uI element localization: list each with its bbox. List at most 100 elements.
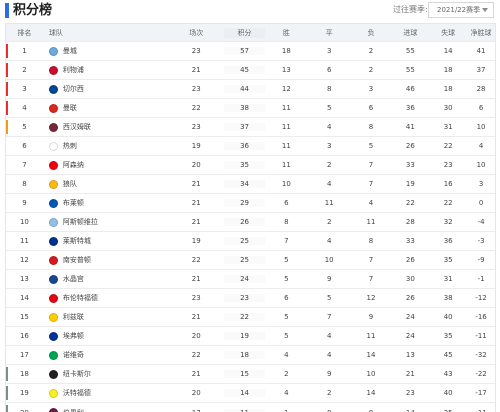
team-name: 沃特福德 <box>62 389 91 397</box>
cell-drawn: 2 <box>326 389 332 397</box>
team-name: 纽卡斯尔 <box>62 370 91 378</box>
cell-team[interactable]: 纽卡斯尔 <box>43 369 169 379</box>
table-row[interactable]: 11 莱斯特城 19 25 7 4 8 33 36 -3 <box>6 232 495 251</box>
table-row[interactable]: 2 利物浦 21 45 13 6 2 55 18 37 <box>6 61 495 80</box>
cell-goals-for: 26 <box>405 294 415 302</box>
zone-marker <box>6 82 8 96</box>
team-name: 曼城 <box>62 47 77 55</box>
cell-won: 5 <box>284 332 289 340</box>
cell-goals-for: 33 <box>405 237 415 245</box>
season-select-value: 2021/22赛季 <box>437 6 481 14</box>
cell-points: 25 <box>240 256 249 264</box>
cell-team[interactable]: 布伦特福德 <box>43 293 169 303</box>
team-crest-icon <box>48 236 58 246</box>
team-crest-icon <box>48 388 58 398</box>
cell-team[interactable]: 利物浦 <box>43 65 169 75</box>
cell-drawn: 2 <box>326 161 332 169</box>
cell-goals-against: 14 <box>443 47 453 55</box>
cell-team[interactable]: 伯恩利 <box>43 408 169 412</box>
cell-rank: 7 <box>22 161 27 169</box>
cell-won: 11 <box>281 142 291 150</box>
cell-played: 21 <box>191 180 201 188</box>
cell-lost: 7 <box>368 275 374 283</box>
cell-goal-diff: -32 <box>475 351 487 359</box>
cell-team[interactable]: 曼联 <box>43 103 169 113</box>
cell-goals-for: 41 <box>405 123 415 131</box>
team-crest-icon <box>48 46 58 56</box>
cell-team[interactable]: 西汉姆联 <box>43 122 169 132</box>
table-row[interactable]: 17 诺维奇 22 18 4 4 14 13 45 -32 <box>6 346 495 365</box>
cell-goals-for: 19 <box>405 180 415 188</box>
cell-goals-for: 33 <box>405 161 415 169</box>
team-crest-icon <box>48 65 58 75</box>
cell-won: 11 <box>281 161 291 169</box>
col-header-goal-diff: 净胜球 <box>470 28 492 37</box>
cell-won: 5 <box>284 313 289 321</box>
cell-goals-against: 25 <box>429 409 467 412</box>
cell-rank: 20 <box>6 409 43 412</box>
cell-goals-against: 45 <box>443 351 453 359</box>
cell-goals-for: 13 <box>405 351 415 359</box>
cell-goal-diff: -11 <box>475 332 487 340</box>
cell-goals-against: 16 <box>443 180 453 188</box>
cell-won: 8 <box>284 218 289 226</box>
cell-team[interactable]: 切尔西 <box>43 84 169 94</box>
cell-team[interactable]: 诺维奇 <box>43 350 169 360</box>
table-row[interactable]: 16 埃弗顿 20 19 5 4 11 24 35 -11 <box>6 327 495 346</box>
season-select[interactable]: 2021/22赛季 <box>428 2 494 18</box>
team-name: 利物浦 <box>62 66 84 74</box>
cell-team[interactable]: 沃特福德 <box>43 388 169 398</box>
team-name: 埃弗顿 <box>62 332 84 340</box>
cell-rank: 19 <box>19 389 29 397</box>
col-header-team: 球队 <box>48 28 63 37</box>
cell-team[interactable]: 莱斯特城 <box>43 236 169 246</box>
table-row[interactable]: 8 狼队 21 34 10 4 7 19 16 3 <box>6 175 495 194</box>
table-row[interactable]: 1 曼城 23 57 18 3 2 55 14 41 <box>6 42 495 61</box>
team-crest-icon <box>48 331 58 341</box>
table-row[interactable]: 19 沃特福德 20 14 4 2 14 23 40 -17 <box>6 384 495 403</box>
cell-won: 4 <box>284 351 289 359</box>
table-row[interactable]: 6 热刺 19 36 11 3 5 26 22 4 <box>6 137 495 156</box>
cell-team[interactable]: 埃弗顿 <box>43 331 169 341</box>
cell-played: 20 <box>191 389 201 397</box>
cell-team[interactable]: 阿森纳 <box>43 160 169 170</box>
cell-team[interactable]: 曼城 <box>43 46 169 56</box>
table-row[interactable]: 12 南安普顿 22 25 5 10 7 26 35 -9 <box>6 251 495 270</box>
team-name: 诺维奇 <box>62 351 84 359</box>
cell-played: 20 <box>191 161 201 169</box>
cell-team[interactable]: 水晶宫 <box>43 274 169 284</box>
table-row[interactable]: 14 布伦特福德 23 23 6 5 12 26 38 -12 <box>6 289 495 308</box>
table-row[interactable]: 5 西汉姆联 23 37 11 4 8 41 31 10 <box>6 118 495 137</box>
cell-lost: 8 <box>351 409 392 412</box>
cell-goals-against: 38 <box>443 294 453 302</box>
table-row[interactable]: 4 曼联 22 38 11 5 6 36 30 6 <box>6 99 495 118</box>
table-row[interactable]: 9 布莱顿 21 29 6 11 4 22 22 0 <box>6 194 495 213</box>
cell-played: 19 <box>191 237 201 245</box>
cell-points: 38 <box>240 104 249 112</box>
table-row[interactable]: 13 水晶宫 21 24 5 9 7 30 31 -1 <box>6 270 495 289</box>
table-row[interactable]: 10 阿斯顿维拉 21 26 8 2 11 28 32 -4 <box>6 213 495 232</box>
cell-played: 21 <box>191 218 201 226</box>
cell-lost: 4 <box>368 199 374 207</box>
cell-goals-against: 35 <box>443 256 453 264</box>
cell-team[interactable]: 利兹联 <box>43 312 169 322</box>
table-row[interactable]: 18 纽卡斯尔 21 15 2 9 10 21 43 -22 <box>6 365 495 384</box>
table-row[interactable]: 7 阿森纳 20 35 11 2 7 33 23 10 <box>6 156 495 175</box>
table-row[interactable]: 20伯恩利17111881425-11 <box>6 403 495 412</box>
cell-team[interactable]: 阿斯顿维拉 <box>43 217 169 227</box>
team-crest-icon <box>48 293 58 303</box>
cell-goals-for: 30 <box>405 275 415 283</box>
cell-played: 23 <box>191 85 201 93</box>
cell-team[interactable]: 南安普顿 <box>43 255 169 265</box>
cell-rank: 16 <box>19 332 29 340</box>
cell-goal-diff: 41 <box>476 47 486 55</box>
cell-team[interactable]: 布莱顿 <box>43 198 169 208</box>
cell-won: 11 <box>281 104 291 112</box>
table-row[interactable]: 3 切尔西 23 44 12 8 3 46 18 28 <box>6 80 495 99</box>
table-row[interactable]: 15 利兹联 21 22 5 7 9 24 40 -16 <box>6 308 495 327</box>
cell-team[interactable]: 狼队 <box>43 179 169 189</box>
cell-points: 18 <box>240 351 249 359</box>
cell-team[interactable]: 热刺 <box>43 141 169 151</box>
cell-played: 21 <box>191 370 201 378</box>
chevron-down-icon <box>482 8 488 12</box>
